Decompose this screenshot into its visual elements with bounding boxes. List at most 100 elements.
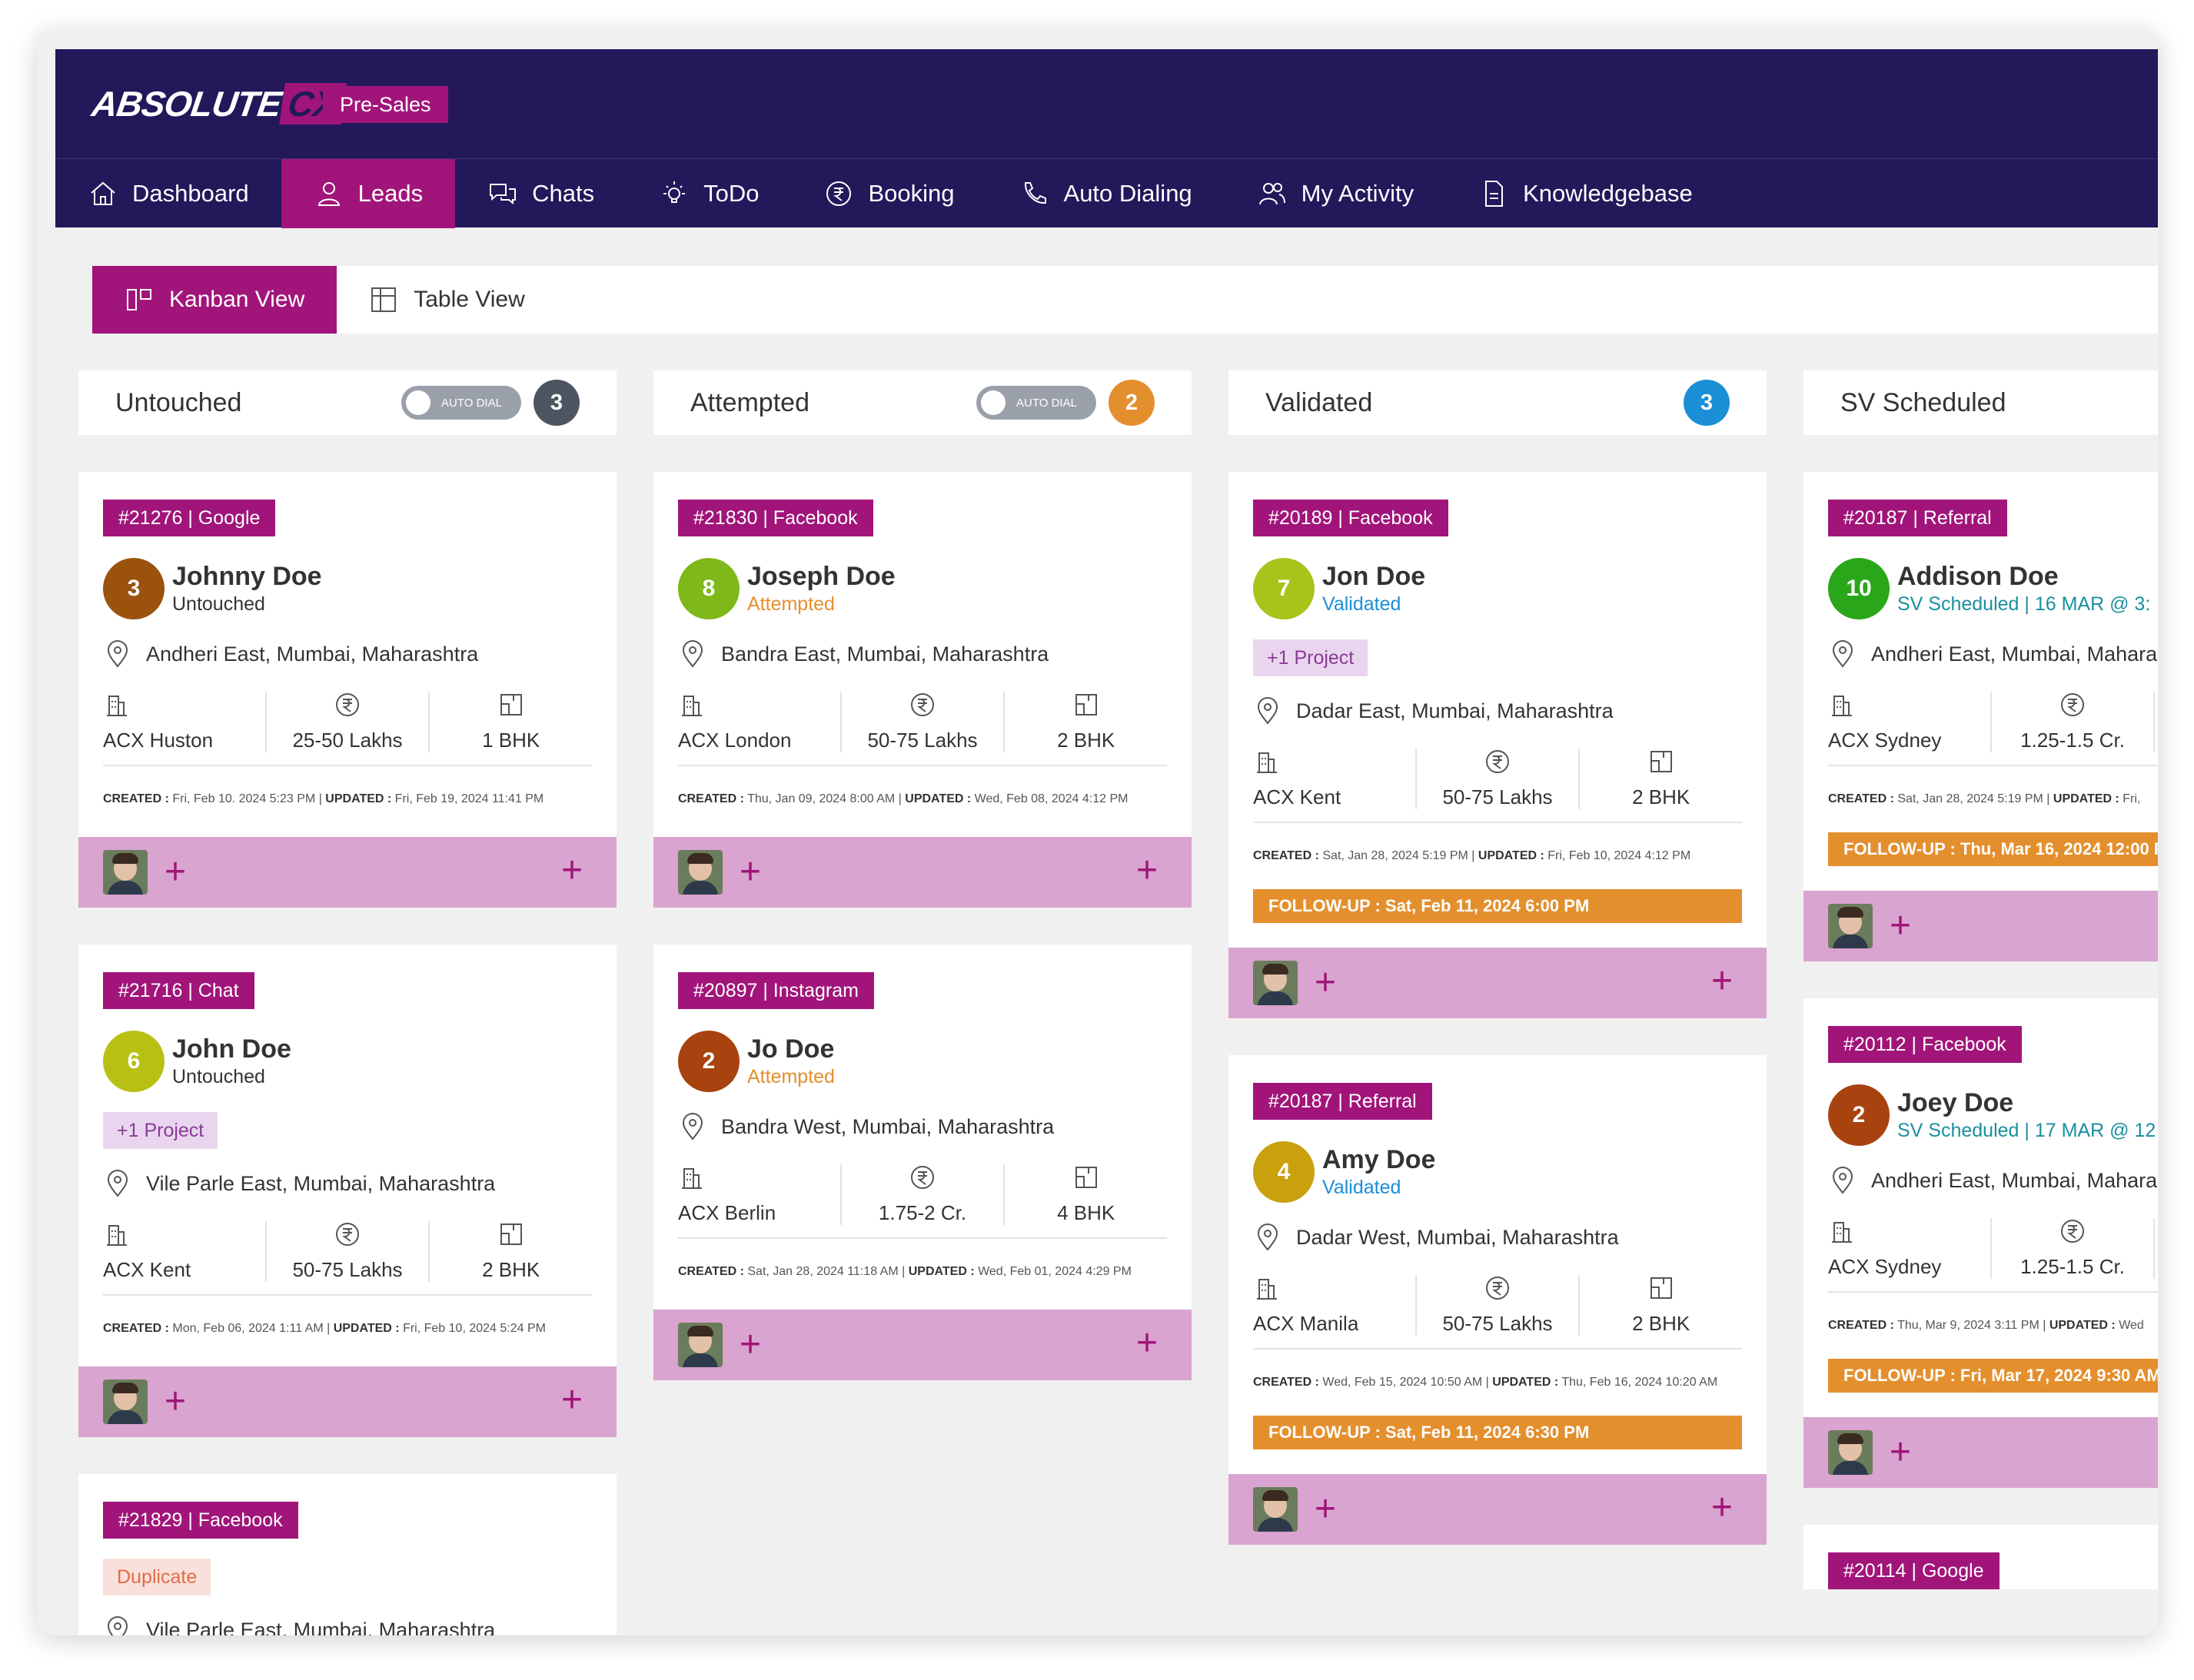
config-value: 2 BHK	[1057, 729, 1115, 752]
lead-source-tag[interactable]: #20187 | Referral	[1828, 500, 2007, 536]
lead-name[interactable]: Addison Doe	[1897, 562, 2059, 591]
stat-project: ACX Berlin	[678, 1164, 842, 1225]
extra-project-chip[interactable]: +1 Project	[103, 1112, 218, 1149]
follow-up-banner[interactable]: FOLLOW-UP : Sat, Feb 11, 2024 6:30 PM	[1253, 1416, 1742, 1449]
agent-avatar[interactable]	[103, 1380, 148, 1424]
extra-project-chip[interactable]: +1 Project	[1253, 639, 1368, 676]
rupee-icon	[1486, 750, 1509, 773]
add-agent-plus-icon[interactable]: +	[1315, 962, 1337, 1003]
add-action-plus-icon[interactable]: +	[560, 1380, 583, 1420]
nav-item-auto-dialing[interactable]: Auto Dialing	[987, 159, 1225, 228]
lead-card[interactable]: #20112 | Facebook 2 Joey Doe SV Scheduled |…	[1803, 998, 2158, 1488]
created-label: CREATED :	[1828, 792, 1894, 805]
lead-card[interactable]: #21829 | Facebook Duplicate Vile Parle Eas…	[78, 1474, 617, 1635]
lead-status: Untouched	[172, 1066, 265, 1087]
table-view-button[interactable]: Table View	[337, 266, 557, 334]
location-text: Vile Parle East, Mumbai, Maharashtra	[146, 1618, 496, 1636]
config-value: 2 BHK	[1632, 1312, 1690, 1335]
nav-item-dashboard[interactable]: Dashboard	[55, 159, 281, 228]
config-value: 2 BHK	[1632, 785, 1690, 808]
kanban-view-button[interactable]: Kanban View	[92, 266, 337, 334]
chat-icon	[490, 184, 517, 205]
logo[interactable]: ABSOLUTE CX	[89, 77, 347, 131]
location-text: Andheri East, Mumbai, Mahara	[1871, 642, 2158, 666]
lead-card[interactable]: #21830 | Facebook 8 Joseph Doe Attempted Ban…	[653, 472, 1192, 908]
lead-source-tag[interactable]: #21716 | Chat	[103, 972, 254, 1009]
lead-name[interactable]: Jon Doe	[1322, 562, 1426, 591]
lead-person: 8 Joseph Doe Attempted	[678, 558, 1167, 619]
add-agent-plus-icon[interactable]: +	[165, 1381, 187, 1422]
lead-card[interactable]: #20189 | Facebook 7 Jon Doe Validated +1 Pro…	[1228, 472, 1767, 1018]
lead-name[interactable]: Jo Doe	[747, 1034, 835, 1064]
lead-card-body: #20897 | Instagram 2 Jo Doe Attempted Bandra…	[653, 945, 1192, 1310]
lead-source-tag[interactable]: #21829 | Facebook	[103, 1502, 298, 1539]
auto-dial-toggle[interactable]: AUTO DIAL	[401, 386, 521, 420]
lead-source-tag[interactable]: #20112 | Facebook	[1828, 1026, 2022, 1063]
nav-item-todo[interactable]: ToDo	[627, 159, 791, 228]
budget-value: 50-75 Lakhs	[292, 1258, 403, 1281]
add-agent-plus-icon[interactable]: +	[1890, 1432, 1912, 1472]
lead-source-tag[interactable]: #20187 | Referral	[1253, 1083, 1432, 1120]
nav-item-chats[interactable]: Chats	[455, 159, 627, 228]
add-action-plus-icon[interactable]: +	[1135, 1323, 1158, 1363]
nav-item-leads[interactable]: Leads	[281, 159, 456, 228]
add-agent-plus-icon[interactable]: +	[740, 852, 762, 892]
agent-avatar[interactable]	[1253, 961, 1298, 1005]
lead-card[interactable]: #20897 | Instagram 2 Jo Doe Attempted Bandra…	[653, 945, 1192, 1380]
lead-source-tag[interactable]: #20897 | Instagram	[678, 972, 874, 1009]
follow-up-banner[interactable]: FOLLOW-UP : Thu, Mar 16, 2024 12:00 PM	[1828, 832, 2158, 866]
lead-source-tag[interactable]: #20114 | Google	[1828, 1552, 2000, 1589]
add-agent-plus-icon[interactable]: +	[740, 1324, 762, 1365]
follow-up-banner[interactable]: FOLLOW-UP : Sat, Feb 11, 2024 6:00 PM	[1253, 889, 1742, 923]
add-action-plus-icon[interactable]: +	[560, 850, 583, 891]
agent-avatar[interactable]	[678, 850, 723, 895]
lead-person: 10 Addison Doe SV Scheduled | 16 MAR @ 3:	[1828, 558, 2158, 619]
stat-project: ACX Sydney	[1828, 692, 1992, 752]
lead-source-tag[interactable]: #21276 | Google	[103, 500, 276, 536]
lead-stats: ACX Manila 50-75 Lakhs 2 BHK	[1253, 1275, 1742, 1350]
auto-dial-label: AUTO DIAL	[1016, 396, 1077, 410]
stat-config: 2 BHK	[1580, 1275, 1742, 1336]
created-label: CREATED :	[678, 1265, 744, 1278]
lead-card[interactable]: #20187 | Referral 10 Addison Doe SV Schedul…	[1803, 472, 2158, 961]
lead-card[interactable]: #20114 | Google	[1803, 1525, 2158, 1589]
lead-name[interactable]: John Doe	[172, 1034, 291, 1064]
project-name: ACX Manila	[1253, 1312, 1359, 1335]
floor-plan-icon	[1075, 694, 1097, 715]
nav-item-knowledgebase[interactable]: Knowledgebase	[1446, 159, 1725, 228]
lead-name[interactable]: Joseph Doe	[747, 562, 896, 591]
lead-card[interactable]: #21276 | Google 3 Johnny Doe Untouched Andhe…	[78, 472, 617, 908]
agent-avatar[interactable]	[678, 1323, 723, 1367]
kanban-column-sv-scheduled: SV Scheduled #20187 | Referral 10 Addison D…	[1803, 370, 2158, 1589]
lead-name[interactable]: Johnny Doe	[172, 562, 322, 591]
location-text: Bandra West, Mumbai, Maharashtra	[721, 1114, 1055, 1138]
agent-avatar[interactable]	[1253, 1487, 1298, 1532]
add-agent-plus-icon[interactable]: +	[1315, 1489, 1337, 1529]
lead-source-tag[interactable]: #21830 | Facebook	[678, 500, 873, 536]
stat-project: ACX London	[678, 692, 842, 752]
add-action-plus-icon[interactable]: +	[1135, 850, 1158, 891]
floor-plan-icon	[1650, 751, 1672, 772]
add-agent-plus-icon[interactable]: +	[1890, 905, 1912, 946]
floor-plan-icon	[1650, 1277, 1672, 1299]
add-action-plus-icon[interactable]: +	[1710, 961, 1733, 1001]
add-agent-plus-icon[interactable]: +	[165, 852, 187, 892]
lead-source-tag[interactable]: #20189 | Facebook	[1253, 500, 1448, 536]
lead-card[interactable]: #20187 | Referral 4 Amy Doe Validated Dadar …	[1228, 1055, 1767, 1545]
follow-up-banner[interactable]: FOLLOW-UP : Fri, Mar 17, 2024 9:30 AM	[1828, 1359, 2158, 1393]
location-pin-icon	[1832, 1167, 1853, 1194]
lead-location: Andheri East, Mumbai, Mahara	[1828, 1166, 2158, 1195]
agent-avatar[interactable]	[103, 850, 148, 895]
module-badge[interactable]: Pre-Sales	[323, 86, 448, 123]
agent-avatar[interactable]	[1828, 1430, 1873, 1475]
lead-name[interactable]: Amy Doe	[1322, 1145, 1436, 1174]
auto-dial-toggle[interactable]: AUTO DIAL	[976, 386, 1096, 420]
add-action-plus-icon[interactable]: +	[1710, 1487, 1733, 1528]
nav-item-booking[interactable]: Booking	[791, 159, 986, 228]
nav-item-my-activity[interactable]: My Activity	[1225, 159, 1446, 228]
lead-card[interactable]: #21716 | Chat 6 John Doe Untouched +1 Projec…	[78, 945, 617, 1437]
column-header: Attempted AUTO DIAL 2	[653, 370, 1192, 435]
stat-project: ACX Kent	[1253, 749, 1417, 809]
lead-name[interactable]: Joey Doe	[1897, 1088, 2014, 1117]
agent-avatar[interactable]	[1828, 904, 1873, 948]
